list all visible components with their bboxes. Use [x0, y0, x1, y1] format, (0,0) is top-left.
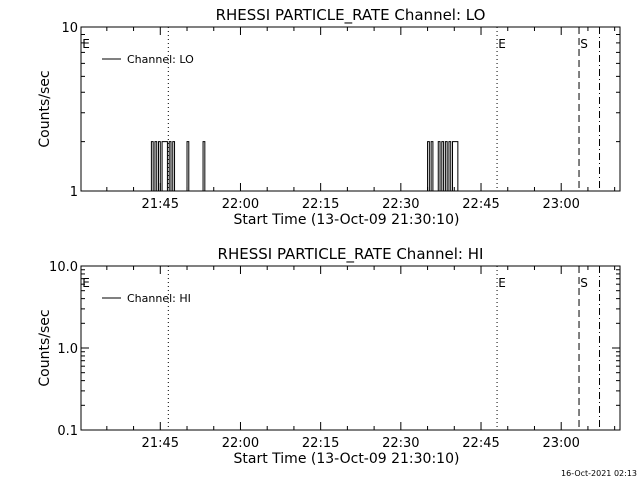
x-tick-label: 22:30 — [382, 197, 419, 212]
hi-channel-panel: RHESSI PARTICLE_RATE Channel: HI Start Ti… — [37, 245, 621, 467]
x-tick-label: 22:00 — [222, 197, 259, 212]
x-axis-title: Start Time (13-Oct-09 21:30:10) — [234, 212, 460, 228]
y-tick-label: 1 — [70, 185, 78, 200]
event-marker-label: S — [580, 276, 588, 290]
x-tick-label: 23:00 — [542, 197, 579, 212]
x-axis-title: Start Time (13-Oct-09 21:30:10) — [234, 451, 460, 467]
y-axis-title: Counts/sec — [37, 309, 53, 386]
y-tick-label: 1.0 — [57, 342, 78, 357]
event-marker-label: E — [498, 37, 506, 51]
legend-entry: Channel: LO — [127, 53, 194, 66]
x-tick-label: 22:00 — [222, 436, 259, 451]
chart-title: RHESSI PARTICLE_RATE Channel: HI — [218, 245, 484, 264]
x-tick-label: 22:45 — [462, 436, 499, 451]
series-line — [149, 141, 459, 192]
x-tick-label: 22:15 — [302, 197, 339, 212]
footer-timestamp: 16-Oct-2021 02:13 — [561, 469, 637, 478]
x-tick-label: 21:45 — [142, 436, 179, 451]
x-tick-label: 22:45 — [462, 197, 499, 212]
event-marker-label: E — [82, 276, 90, 290]
y-tick-label: 10.0 — [49, 260, 78, 275]
event-marker-label: E — [82, 37, 90, 51]
x-tick-label: 22:15 — [302, 436, 339, 451]
x-tick-label: 23:00 — [542, 436, 579, 451]
x-tick-label: 22:30 — [382, 436, 419, 451]
y-axis-title: Counts/sec — [37, 70, 53, 147]
event-marker-label: S — [580, 37, 588, 51]
y-tick-label: 0.1 — [57, 424, 78, 439]
event-marker-label: E — [498, 276, 506, 290]
x-tick-label: 21:45 — [142, 197, 179, 212]
lo-channel-panel: RHESSI PARTICLE_RATE Channel: LO Start Ti… — [37, 6, 621, 228]
legend-entry: Channel: HI — [127, 292, 191, 305]
chart-title: RHESSI PARTICLE_RATE Channel: LO — [216, 6, 486, 25]
y-tick-label: 10 — [61, 21, 78, 36]
